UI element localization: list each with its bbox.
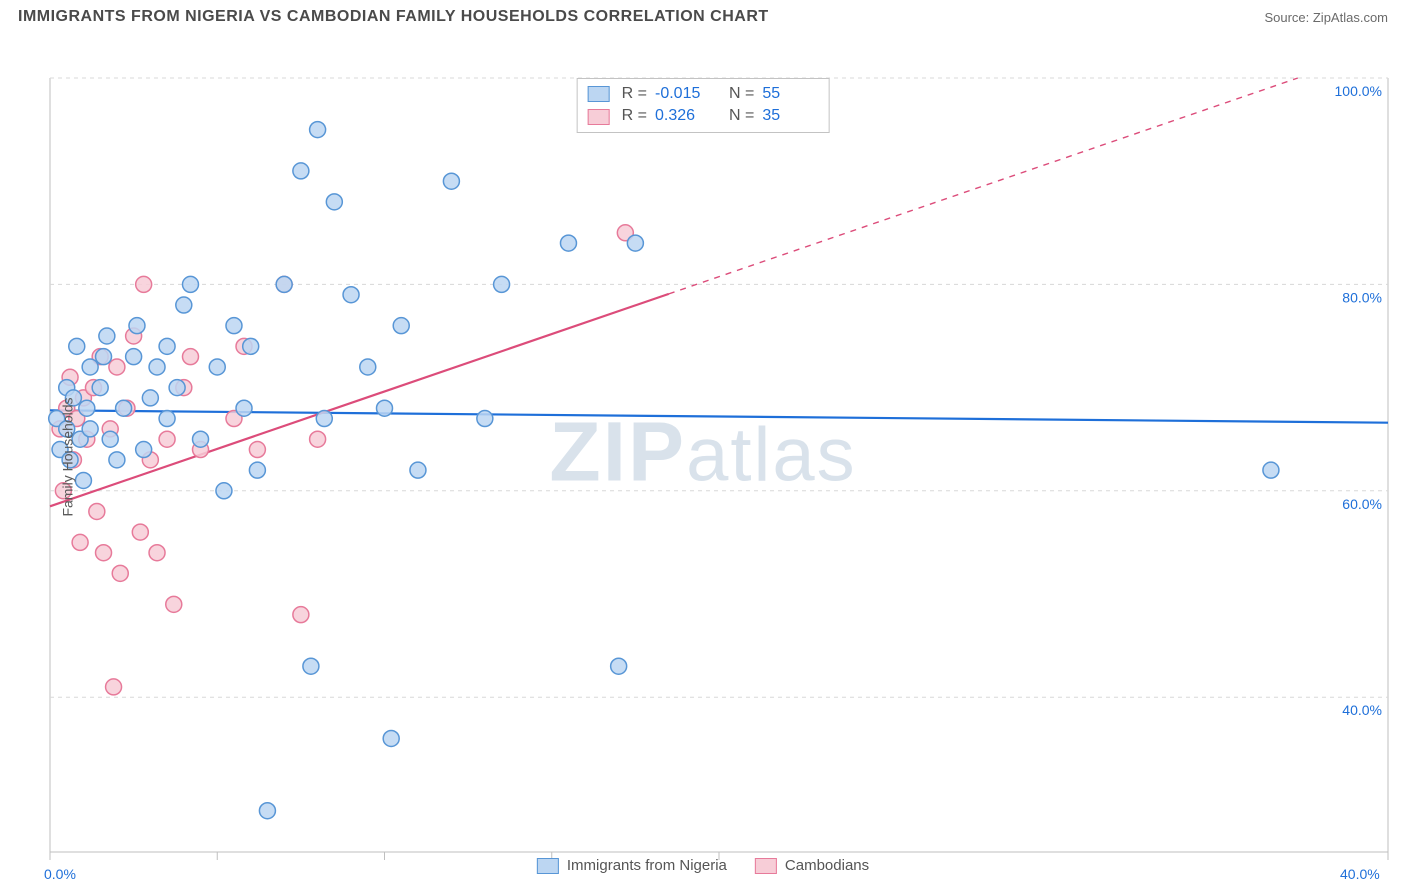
y-axis-label: Family Households <box>60 397 76 516</box>
svg-text:100.0%: 100.0% <box>1335 83 1382 99</box>
x-axis-max-label: 40.0% <box>1340 866 1380 882</box>
legend-label-nigeria: Immigrants from Nigeria <box>567 857 727 874</box>
svg-text:40.0%: 40.0% <box>1342 702 1382 718</box>
svg-text:60.0%: 60.0% <box>1342 496 1382 512</box>
legend-item-nigeria: Immigrants from Nigeria <box>537 857 727 874</box>
x-axis-min-label: 0.0% <box>44 866 76 882</box>
scatter-chart: 40.0% 60.0% 80.0% 100.0% <box>0 32 1406 862</box>
r-label: R = <box>622 83 647 105</box>
n-label: N = <box>729 105 754 127</box>
legend-swatch-cambodians <box>755 858 777 874</box>
r-value-cambodians: 0.326 <box>655 105 711 127</box>
legend-item-cambodians: Cambodians <box>755 857 869 874</box>
stats-legend: R = -0.015 N = 55 R = 0.326 N = 35 <box>577 78 830 133</box>
svg-text:80.0%: 80.0% <box>1342 289 1382 305</box>
r-value-nigeria: -0.015 <box>655 83 711 105</box>
legend-label-cambodians: Cambodians <box>785 857 869 874</box>
stats-row-cambodians: R = 0.326 N = 35 <box>588 105 819 127</box>
n-value-cambodians: 35 <box>762 105 818 127</box>
r-label: R = <box>622 105 647 127</box>
n-value-nigeria: 55 <box>762 83 818 105</box>
chart-area: Family Households ZIPatlas 40.0%60.0%80.… <box>0 32 1406 882</box>
source-attribution: Source: ZipAtlas.com <box>1264 10 1388 25</box>
chart-title: IMMIGRANTS FROM NIGERIA VS CAMBODIAN FAM… <box>18 8 769 26</box>
header: IMMIGRANTS FROM NIGERIA VS CAMBODIAN FAM… <box>0 0 1406 32</box>
legend-swatch-cambodians <box>588 109 610 125</box>
stats-row-nigeria: R = -0.015 N = 55 <box>588 83 819 105</box>
n-label: N = <box>729 83 754 105</box>
legend-swatch-nigeria <box>588 86 610 102</box>
series-legend: Immigrants from Nigeria Cambodians <box>537 857 869 874</box>
legend-swatch-nigeria <box>537 858 559 874</box>
